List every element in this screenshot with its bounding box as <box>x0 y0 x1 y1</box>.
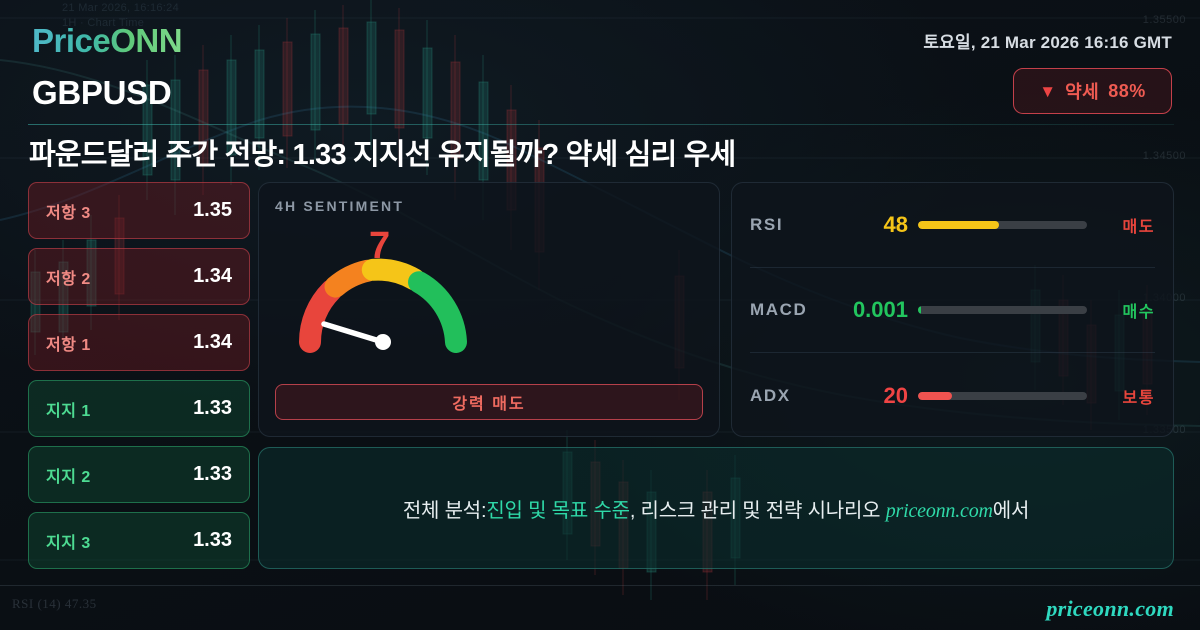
indicators-panel: RSI 48 매도 MACD 0.001 매수 ADX 20 보통 <box>731 182 1174 437</box>
level-label: 지지 2 <box>46 468 91 486</box>
list-item: 저항 1 1.34 <box>28 314 250 371</box>
indicator-bar <box>918 391 1087 400</box>
background-price-label: 1.35500 <box>1142 14 1186 26</box>
list-item: 지지 1 1.33 <box>28 380 250 437</box>
panel-title: 4H SENTIMENT <box>275 198 405 214</box>
cta-middle: , 리스크 관리 및 전략 시나리오 <box>629 499 886 522</box>
sentiment-verdict: 강력 매도 <box>275 384 703 420</box>
footer-divider <box>0 585 1200 586</box>
indicator-name: MACD <box>750 300 808 319</box>
cta-suffix: 에서 <box>992 499 1030 522</box>
table-row: RSI 48 매도 <box>750 183 1155 268</box>
levels-list: 저항 3 1.35 저항 2 1.34 저항 1 1.34 지지 1 1.33 … <box>28 182 250 578</box>
indicator-name: RSI <box>750 215 784 234</box>
indicator-bar <box>918 306 1087 314</box>
level-label: 저항 2 <box>46 270 91 288</box>
sentiment-verdict-label: 강력 매도 <box>452 396 526 413</box>
level-label: 지지 3 <box>46 534 91 552</box>
headline: 파운드달러 주간 전망: 1.33 지지선 유지될까? 약세 심리 우세 <box>29 139 736 171</box>
indicator-bar-fill <box>918 306 921 314</box>
background-rsi-label: RSI (14) 47.35 <box>12 596 97 611</box>
indicator-name: ADX <box>750 385 791 405</box>
cta-prefix: 전체 분석: <box>402 499 487 522</box>
level-label: 저항 1 <box>46 336 91 354</box>
sentiment-panel: 4H SENTIMENT 7 강력 매도 <box>258 182 720 437</box>
footer-domain: priceonn.com <box>1046 596 1174 621</box>
cta-highlight: 진입 및 목표 수준 <box>486 499 630 522</box>
level-value: 1.34 <box>193 331 232 353</box>
page-title: GBPUSD <box>32 74 172 111</box>
level-label: 지지 1 <box>46 402 91 420</box>
indicator-bar <box>918 221 1087 229</box>
header-divider <box>28 124 1174 125</box>
level-value: 1.35 <box>193 199 232 221</box>
level-value: 1.33 <box>193 463 232 485</box>
bias-percent: 88% <box>1108 80 1146 101</box>
level-value: 1.33 <box>193 397 232 419</box>
indicator-signal: 매도 <box>1122 219 1155 236</box>
indicator-signal: 보통 <box>1122 389 1155 407</box>
indicator-signal: 매수 <box>1122 304 1155 321</box>
table-row: ADX 20 보통 <box>750 353 1155 438</box>
cta-domain-link[interactable]: priceonn.com <box>885 499 993 522</box>
table-row: MACD 0.001 매수 <box>750 268 1155 353</box>
gauge-needle <box>321 321 391 350</box>
timestamp: 토요일, 21 Mar 2026 16:16 GMT <box>923 33 1172 52</box>
triangle-down-icon: ▼ <box>1039 81 1057 101</box>
indicator-bar-fill <box>918 391 952 400</box>
cta-text: 전체 분석:진입 및 목표 수준, 리스크 관리 및 전략 시나리오 price… <box>402 494 1030 523</box>
sentiment-score: 7 <box>369 225 391 267</box>
list-item: 지지 2 1.33 <box>28 446 250 503</box>
bias-label: 약세 <box>1065 82 1100 102</box>
level-value: 1.33 <box>193 529 232 551</box>
indicator-value: 48 <box>883 212 908 237</box>
cta-panel[interactable]: 전체 분석:진입 및 목표 수준, 리스크 관리 및 전략 시나리오 price… <box>258 447 1174 569</box>
indicator-value: 0.001 <box>852 297 908 322</box>
list-item: 저항 2 1.34 <box>28 248 250 305</box>
status-badge: ▼ 약세 88% <box>1013 68 1172 114</box>
indicator-value: 20 <box>883 382 908 408</box>
list-item: 저항 3 1.35 <box>28 182 250 239</box>
background-price-label: 1.34500 <box>1142 150 1186 162</box>
level-value: 1.34 <box>193 265 232 287</box>
indicator-bar-fill <box>918 221 1000 229</box>
list-item: 지지 3 1.33 <box>28 512 250 569</box>
level-label: 저항 3 <box>46 204 91 222</box>
sentiment-gauge <box>295 245 471 357</box>
brand-logo: PriceONN <box>32 22 183 59</box>
